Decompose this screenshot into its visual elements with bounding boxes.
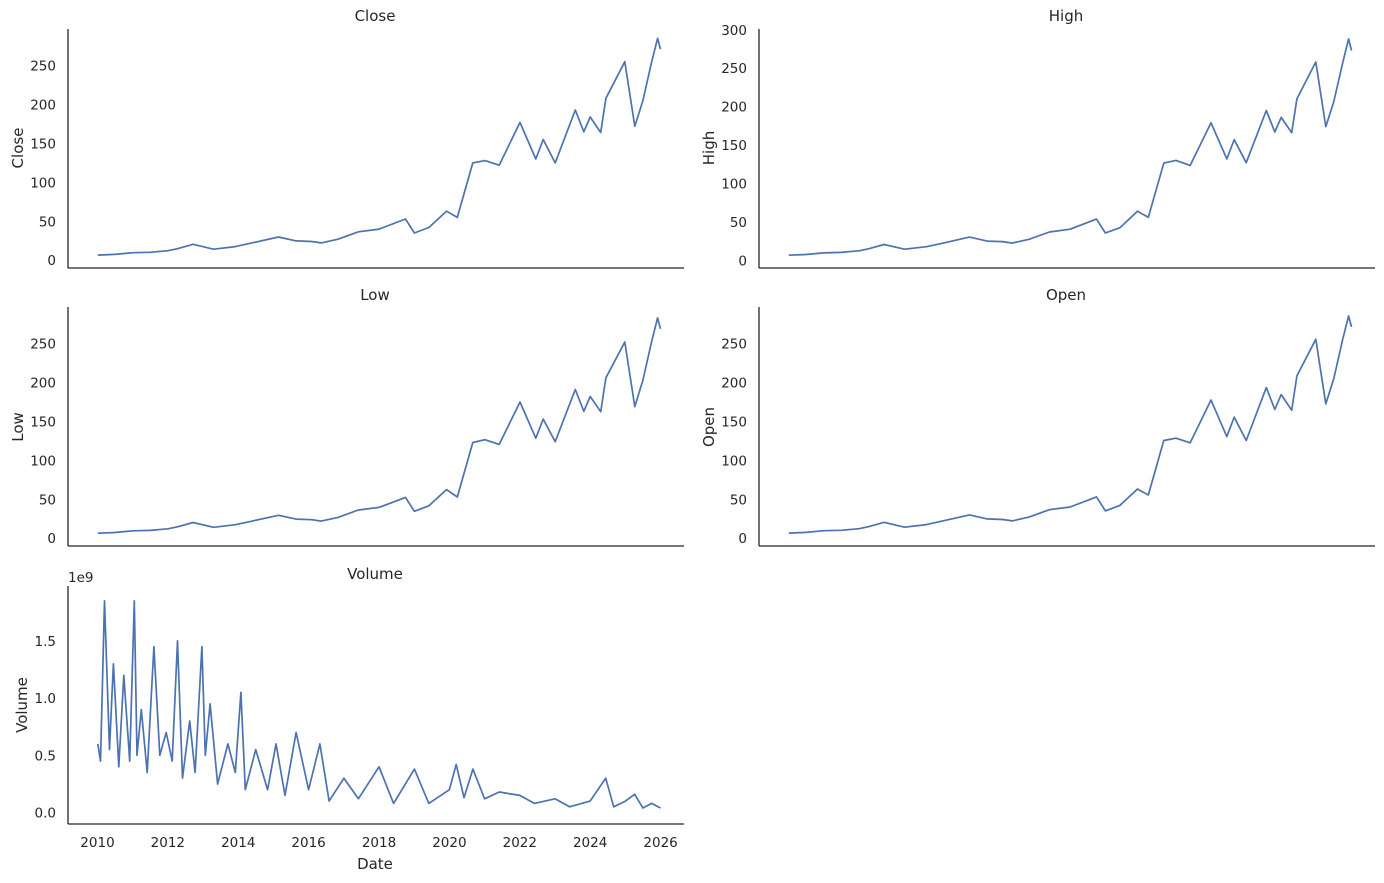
y-ticks: 0 50 100 150 200 250 — [30, 337, 56, 548]
y-axis-offset-text: 1e9 — [68, 570, 93, 586]
y-tick-label: 1.5 — [35, 634, 56, 650]
x-tick-label: 2018 — [362, 835, 396, 851]
y-ticks: 0 50 100 150 200 250 — [721, 337, 747, 548]
y-tick-label: 50 — [39, 214, 56, 230]
y-tick-label: 0.0 — [35, 806, 56, 822]
x-ticks: 2010 2012 2014 2016 2018 2020 2022 2024 2026 — [80, 835, 677, 851]
x-axis-label: Date — [357, 855, 393, 873]
y-tick-label: 150 — [30, 136, 56, 152]
y-tick-label: 150 — [721, 138, 747, 154]
y-tick-label: 200 — [30, 98, 56, 114]
subplot-high: High High 0 50 100 150 200 250 300 — [700, 7, 1375, 269]
y-tick-label: 0 — [738, 531, 747, 547]
volume-series-line — [96, 600, 661, 809]
y-tick-label: 250 — [30, 337, 56, 353]
open-series-line — [788, 315, 1353, 534]
y-ticks: 0 50 100 150 200 250 300 — [721, 23, 747, 270]
y-ticks: 0 50 100 150 200 250 — [30, 59, 56, 270]
low-series-line — [97, 317, 662, 535]
y-tick-label: 150 — [30, 414, 56, 430]
subplot-close: Close Close 0 50 100 150 200 250 — [9, 7, 684, 269]
y-axis-label: Volume — [13, 677, 31, 733]
y-tick-label: 200 — [721, 100, 747, 116]
x-tick-label: 2026 — [643, 835, 677, 851]
y-tick-label: 250 — [30, 59, 56, 75]
subplot-open: Open Open 0 50 100 150 200 250 — [700, 286, 1375, 547]
subplot-title: Close — [355, 7, 396, 25]
y-tick-label: 0 — [738, 253, 747, 269]
high-series-line — [788, 38, 1353, 257]
subplot-title: Open — [1046, 286, 1086, 304]
y-axis-label: Low — [9, 412, 27, 442]
y-axis-label: High — [700, 131, 718, 165]
y-tick-label: 100 — [721, 453, 747, 469]
y-tick-label: 200 — [30, 376, 56, 392]
x-tick-label: 2020 — [432, 835, 466, 851]
x-tick-label: 2014 — [221, 835, 255, 851]
y-ticks: 0.0 0.5 1.0 1.5 — [35, 634, 56, 822]
y-tick-label: 100 — [30, 175, 56, 191]
x-tick-label: 2010 — [80, 835, 114, 851]
y-tick-label: 100 — [721, 176, 747, 192]
x-tick-label: 2024 — [573, 835, 607, 851]
subplot-title: Low — [360, 286, 390, 304]
y-axis-label: Close — [9, 128, 27, 169]
subplot-low: Low Low 0 50 100 150 200 250 — [9, 286, 684, 547]
subplot-title: High — [1049, 7, 1083, 25]
close-series-line — [97, 37, 662, 256]
y-tick-label: 1.0 — [35, 691, 56, 707]
x-tick-label: 2022 — [503, 835, 537, 851]
y-tick-label: 50 — [730, 215, 747, 231]
y-tick-label: 100 — [30, 453, 56, 469]
y-tick-label: 150 — [721, 414, 747, 430]
y-tick-label: 0 — [47, 531, 56, 547]
subplot-volume: Volume Volume 1e9 0.00.51.01.5 2010 2012 2… — [13, 565, 684, 873]
y-tick-label: 50 — [730, 492, 747, 508]
y-tick-label: 200 — [721, 376, 747, 392]
y-axis-label: Open — [700, 407, 718, 447]
y-tick-label: 0 — [47, 253, 56, 269]
y-tick-label: 250 — [721, 61, 747, 77]
subplot-title: Volume — [347, 565, 403, 583]
y-tick-label: 300 — [721, 23, 747, 39]
y-tick-label: 50 — [39, 492, 56, 508]
y-tick-label: 250 — [721, 337, 747, 353]
x-tick-label: 2016 — [291, 835, 325, 851]
x-tick-label: 2012 — [151, 835, 185, 851]
y-tick-label: 0.5 — [35, 748, 56, 764]
